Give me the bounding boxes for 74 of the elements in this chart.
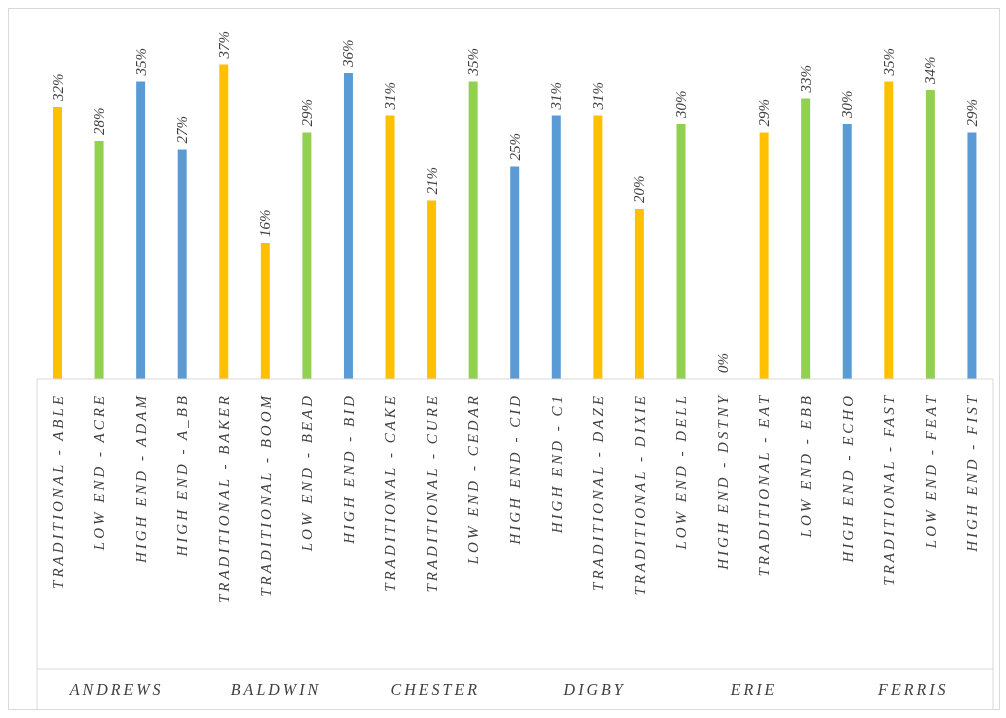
x-tick-label: HIGH END - A_BB (174, 393, 191, 558)
data-label: 29% (756, 99, 773, 127)
bar (925, 90, 935, 379)
data-label: 16% (257, 209, 274, 237)
text: ERIE (729, 680, 778, 698)
bar (302, 132, 312, 379)
text: FERRIS (877, 680, 949, 698)
text: CHESTER (390, 680, 481, 698)
data-label: 0% (714, 353, 731, 373)
x-tick-label: TRADITIONAL - BAKER (216, 393, 233, 604)
data-label: 35% (465, 48, 482, 77)
x-tick-label: HIGH END - C1 (548, 393, 565, 535)
data-label: 33% (797, 65, 814, 94)
bar (510, 166, 520, 379)
bar (136, 81, 146, 379)
x-tick-label: TRADITIONAL - ABLE (49, 393, 66, 589)
data-label: 20% (631, 175, 648, 203)
bar (427, 200, 437, 379)
x-tick-label: TRADITIONAL - EAT (756, 393, 773, 577)
bar (385, 115, 395, 379)
bar (593, 115, 603, 379)
bar (343, 73, 353, 379)
data-label: 35% (880, 48, 897, 77)
x-tick-label: HIGH END - CID (507, 393, 523, 546)
x-tick-label: TRADITIONAL - BOOM (257, 393, 274, 597)
bar (468, 81, 478, 379)
data-label: 28% (91, 107, 108, 135)
x-tick-label: TRADITIONAL - CAKE (382, 393, 399, 592)
data-label: 36% (340, 39, 357, 68)
bar (967, 132, 977, 379)
bar (842, 124, 852, 379)
x-tick-label: TRADITIONAL - CURE (423, 393, 440, 593)
x-tick-label: HIGH END - ADAM (132, 393, 149, 565)
x-tick-label: LOW END - EBB (797, 393, 814, 539)
bar (884, 81, 894, 379)
x-tick-label: TRADITIONAL - FAST (881, 393, 898, 586)
data-label: 31% (382, 82, 399, 111)
bar (676, 124, 686, 379)
bar (94, 141, 104, 379)
x-tick-label: LOW END - FEAT (922, 393, 939, 550)
x-tick-label: HIGH END - FIST (964, 393, 981, 553)
bar (801, 98, 811, 379)
bar (177, 149, 187, 379)
bar (53, 107, 62, 379)
x-tick-label: HIGH END - ECHO (839, 393, 856, 564)
bar (260, 243, 270, 379)
text: DIGBY (562, 680, 626, 698)
bar (634, 209, 644, 379)
data-label: 29% (298, 99, 315, 127)
data-label: 21% (423, 167, 440, 195)
data-label: 25% (506, 133, 523, 161)
text: ANDREWS (68, 680, 164, 698)
data-label: 27% (174, 116, 191, 144)
data-label: 31% (589, 82, 606, 111)
data-label: 37% (215, 31, 232, 60)
x-tick-label: TRADITIONAL - DIXIE (631, 393, 648, 596)
bar (219, 64, 229, 379)
text: BALDWIN (230, 680, 322, 698)
data-label: 30% (672, 90, 689, 119)
x-tick-label: LOW END - DELL (673, 393, 690, 551)
x-tick-label: LOW END - BEAD (299, 393, 316, 553)
data-label: 29% (963, 99, 980, 127)
x-tick-label: LOW END - ACRE (91, 393, 108, 552)
data-label: 35% (132, 48, 149, 77)
bar (551, 115, 561, 379)
bar (759, 132, 769, 379)
x-tick-label: HIGH END - DSTNY (714, 393, 731, 571)
x-tick-label: LOW END - CEDAR (465, 393, 482, 566)
data-label: 34% (922, 56, 939, 85)
data-label: 30% (839, 90, 856, 119)
x-tick-label: HIGH END - BID (340, 393, 357, 545)
data-label: 31% (548, 82, 565, 111)
data-label: 32% (49, 73, 66, 102)
x-tick-label: TRADITIONAL - DAZE (590, 393, 607, 591)
